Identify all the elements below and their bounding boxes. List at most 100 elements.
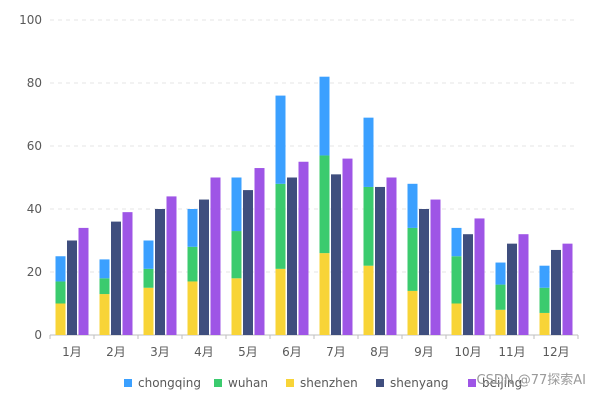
y-tick-label: 20 (27, 265, 42, 279)
legend-item-beijing[interactable]: beijing (468, 376, 522, 390)
bar-shenyang[interactable] (375, 186, 385, 335)
bar-beijing[interactable] (298, 161, 309, 335)
bar-shenzhen[interactable] (143, 287, 154, 335)
bar-chongqing[interactable] (319, 76, 330, 156)
bar-shenzhen[interactable] (319, 253, 330, 335)
bar-shenzhen[interactable] (99, 294, 110, 335)
legend-item-wuhan[interactable]: wuhan (214, 376, 268, 390)
bar-shenyang[interactable] (243, 190, 253, 335)
bar-wuhan[interactable] (55, 281, 66, 304)
x-tick-label: 1月 (62, 345, 82, 359)
bar-shenyang[interactable] (551, 249, 561, 335)
bar-beijing[interactable] (78, 227, 89, 335)
bar-shenzhen[interactable] (275, 268, 286, 335)
bar-chongqing[interactable] (55, 256, 66, 282)
bar-chongqing[interactable] (275, 95, 286, 184)
bar-shenzhen[interactable] (495, 309, 506, 335)
bar-wuhan[interactable] (495, 284, 506, 310)
legend-swatch (124, 379, 132, 387)
x-tick-label: 12月 (542, 345, 569, 359)
bar-beijing[interactable] (254, 168, 265, 335)
bar-chongqing[interactable] (451, 227, 462, 257)
bar-wuhan[interactable] (319, 155, 330, 254)
bar-shenzhen[interactable] (187, 281, 198, 335)
y-tick-label: 40 (27, 202, 42, 216)
legend-item-shenyang[interactable]: shenyang (376, 376, 449, 390)
bar-chongqing[interactable] (495, 262, 506, 285)
bar-shenyang[interactable] (287, 177, 297, 336)
bar-wuhan[interactable] (407, 227, 418, 291)
bar-shenyang[interactable] (507, 243, 517, 335)
bar-chongqing[interactable] (187, 209, 198, 247)
y-tick-label: 100 (19, 13, 42, 27)
bar-shenzhen[interactable] (539, 312, 550, 335)
bar-chongqing[interactable] (363, 117, 374, 187)
bar-shenyang[interactable] (67, 240, 77, 336)
bar-shenzhen[interactable] (231, 278, 242, 335)
bar-beijing[interactable] (386, 177, 397, 336)
legend-swatch (468, 379, 476, 387)
bar-shenyang[interactable] (111, 221, 121, 335)
y-tick-label: 60 (27, 139, 42, 153)
x-tick-label: 9月 (414, 345, 434, 359)
legend-item-chongqing[interactable]: chongqing (124, 376, 201, 390)
y-axis: 0 20 40 60 80 100 (19, 13, 42, 342)
grid-lines (50, 19, 578, 273)
legend-label: wuhan (228, 376, 268, 390)
watermark: CSDN @77探索AI (476, 373, 586, 388)
bar-shenyang[interactable] (419, 209, 429, 335)
bar-wuhan[interactable] (143, 268, 154, 288)
bar-beijing[interactable] (474, 218, 485, 335)
x-tick-label: 2月 (106, 345, 126, 359)
bar-shenzhen[interactable] (55, 303, 66, 336)
bar-chongqing[interactable] (231, 177, 242, 232)
bar-beijing[interactable] (122, 212, 133, 335)
bar-wuhan[interactable] (363, 186, 374, 266)
bar-shenyang[interactable] (155, 209, 165, 335)
x-tick-label: 4月 (194, 345, 214, 359)
y-tick-label: 0 (34, 328, 42, 342)
x-axis: 1月 2月 3月 4月 5月 6月 7月 8月 9月 10月 11月 12月 (49, 334, 579, 359)
legend-swatch (286, 379, 294, 387)
x-tick-label: 5月 (238, 345, 258, 359)
bar-beijing[interactable] (518, 234, 529, 335)
bar-wuhan[interactable] (231, 231, 242, 279)
bar-beijing[interactable] (342, 158, 353, 335)
bar-beijing[interactable] (210, 177, 221, 336)
x-tick-label: 8月 (370, 345, 390, 359)
bar-wuhan[interactable] (275, 183, 286, 269)
legend-label: shenyang (390, 376, 449, 390)
bar-wuhan[interactable] (187, 246, 198, 282)
x-tick-label: 3月 (150, 345, 170, 359)
bar-beijing[interactable] (166, 196, 177, 335)
bar-wuhan[interactable] (451, 256, 462, 304)
y-tick-label: 80 (27, 76, 42, 90)
legend-swatch (376, 379, 384, 387)
bar-shenzhen[interactable] (363, 265, 374, 335)
bar-chongqing[interactable] (407, 183, 418, 228)
legend-item-shenzhen[interactable]: shenzhen (286, 376, 358, 390)
x-tick-label: 11月 (498, 345, 525, 359)
bar-wuhan[interactable] (539, 287, 550, 313)
legend-label: chongqing (138, 376, 201, 390)
legend-label: beijing (482, 376, 522, 390)
bar-shenyang[interactable] (199, 199, 209, 335)
x-tick-label: 7月 (326, 345, 346, 359)
legend-swatch (214, 379, 222, 387)
bar-chongqing[interactable] (539, 265, 550, 288)
bar-beijing[interactable] (562, 243, 573, 335)
x-tick-label: 6月 (282, 345, 302, 359)
legend[interactable]: chongqing wuhan shenzhen shenyang beijing (124, 376, 522, 390)
bar-shenzhen[interactable] (407, 290, 418, 335)
bar-beijing[interactable] (430, 199, 441, 335)
bar-shenyang[interactable] (463, 234, 473, 335)
legend-label: shenzhen (300, 376, 358, 390)
bar-chongqing[interactable] (99, 259, 110, 279)
bars (55, 76, 573, 336)
bar-wuhan[interactable] (99, 278, 110, 295)
bar-shenyang[interactable] (331, 174, 341, 335)
x-tick-label: 10月 (454, 345, 481, 359)
bar-shenzhen[interactable] (451, 303, 462, 336)
bar-chongqing[interactable] (143, 240, 154, 269)
